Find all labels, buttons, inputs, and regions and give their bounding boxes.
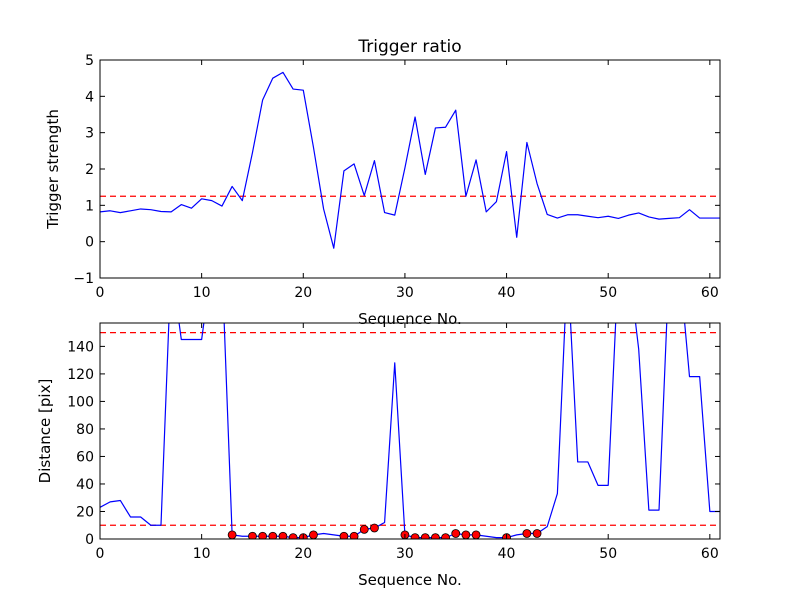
chart2-marker-point <box>268 531 278 539</box>
chart2-marker-point <box>359 524 369 534</box>
chart2-marker-point <box>278 531 288 539</box>
chart2-marker-point <box>248 531 257 539</box>
chart1-x-tick-label: 60 <box>701 285 719 301</box>
chart2-marker-point <box>451 529 461 538</box>
chart1-y-tick-label: 5 <box>85 53 94 69</box>
chart2-marker-point <box>370 523 379 533</box>
chart2-x-tick-label: 20 <box>294 546 312 562</box>
chart2-x-axis-label: Sequence No. <box>358 571 462 589</box>
chart2-plot-frame <box>99 322 721 540</box>
chart2-y-tick-label: 100 <box>67 394 94 410</box>
chart1-x-tick-label: 40 <box>498 285 516 301</box>
chart1-y-tick-label: 0 <box>85 235 94 251</box>
chart2-y-tick-label: 40 <box>76 477 94 493</box>
chart2-x-tick-label: 30 <box>396 546 414 562</box>
chart2-marker-point <box>258 531 268 539</box>
chart2-y-tick-label: 20 <box>76 504 94 520</box>
chart2-y-tick-label: 0 <box>85 532 94 548</box>
chart2-x-tick-label: 10 <box>193 546 211 562</box>
chart1-x-axis-label: Sequence No. <box>358 310 462 328</box>
chart2-marker-point <box>471 530 481 539</box>
chart2-marker-point <box>431 533 440 539</box>
chart2-marker-point <box>420 533 430 539</box>
chart2-marker-point <box>309 530 318 539</box>
chart2-marker-point <box>288 533 298 539</box>
chart1-x-tick-label: 0 <box>96 285 105 301</box>
chart2-marker-point <box>522 529 532 538</box>
chart2-y-tick-label: 140 <box>67 339 94 355</box>
chart2-x-tick-label: 0 <box>96 546 105 562</box>
chart2-series-line <box>100 323 720 539</box>
chart2-y-axis-label: Distance [pix] <box>36 379 54 484</box>
chart2-x-tick-label: 50 <box>599 546 617 562</box>
chart2: 0 10 20 30 40 50 60 0 20 40 60 80 100 120 140 Sequence … <box>36 322 721 589</box>
chart1-plot-frame <box>99 59 721 279</box>
chart1-y-tick-label: 1 <box>85 198 94 214</box>
chart2-marker-point <box>461 530 471 539</box>
chart1-title: Trigger ratio <box>357 37 461 57</box>
chart1-y-tick-label: 4 <box>85 89 94 105</box>
chart1-x-tick-label: 30 <box>396 285 414 301</box>
chart2-marker-point <box>532 529 542 538</box>
chart1-x-tick-label: 10 <box>193 285 211 301</box>
chart2-marker-point <box>227 530 237 539</box>
chart1-y-tick-label: −1 <box>73 271 94 287</box>
chart1-y-tick-label: 3 <box>85 126 94 142</box>
chart2-marker-point <box>339 531 349 539</box>
chart2-x-tick-label: 60 <box>701 546 719 562</box>
chart1-y-axis-label: Trigger strength <box>44 109 62 230</box>
chart2-y-tick-label: 120 <box>67 367 94 383</box>
chart2-marker-point <box>410 533 420 539</box>
chart1-x-tick-label: 50 <box>599 285 617 301</box>
chart2-y-tick-label: 60 <box>76 449 94 465</box>
chart1-y-tick-label: 2 <box>85 162 94 178</box>
chart2-y-tick-label: 80 <box>76 422 94 438</box>
chart1-series-line <box>100 71 720 249</box>
chart2-x-tick-label: 40 <box>498 546 516 562</box>
chart2-marker-point <box>441 533 450 539</box>
chart2-marker-point <box>349 531 359 539</box>
chart1-x-tick-label: 20 <box>294 285 312 301</box>
